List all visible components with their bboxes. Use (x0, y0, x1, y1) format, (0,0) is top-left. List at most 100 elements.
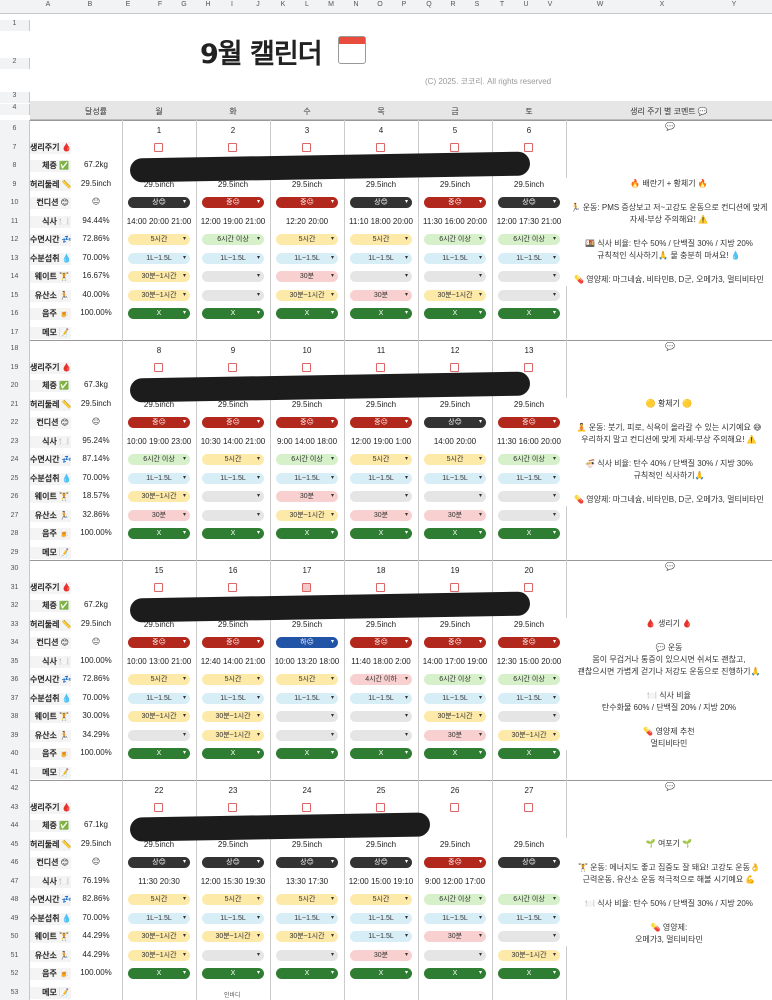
sleep-dropdown[interactable]: 5시간 (202, 894, 264, 905)
sleep-dropdown[interactable]: 5시간 (276, 674, 338, 685)
weight-training-dropdown[interactable] (202, 491, 264, 502)
weight-training-dropdown[interactable]: 30분 (276, 271, 338, 282)
period-checkbox[interactable] (450, 142, 459, 152)
cardio-dropdown[interactable]: 30분~1시간 (128, 949, 190, 961)
cardio-dropdown[interactable]: 30분~1시간 (276, 509, 338, 521)
alcohol-dropdown[interactable]: X (350, 748, 412, 759)
weight-training-dropdown[interactable]: 30분~1시간 (276, 931, 338, 942)
sleep-dropdown[interactable]: 6시간 이상 (498, 894, 560, 905)
cardio-dropdown[interactable] (350, 729, 412, 741)
period-checkbox[interactable] (524, 362, 533, 372)
alcohol-dropdown[interactable]: X (498, 748, 560, 759)
condition-dropdown[interactable]: 상😊 (498, 197, 560, 208)
cardio-dropdown[interactable]: 30분 (128, 509, 190, 521)
condition-dropdown[interactable]: 중😐 (424, 637, 486, 648)
water-dropdown[interactable]: 1L~1.5L (128, 692, 190, 704)
weight-training-dropdown[interactable] (202, 271, 264, 282)
alcohol-dropdown[interactable]: X (498, 968, 560, 979)
cardio-dropdown[interactable]: 30분~1시간 (498, 949, 560, 961)
condition-dropdown[interactable]: 중😐 (276, 417, 338, 428)
period-checkbox[interactable] (524, 802, 533, 812)
condition-dropdown[interactable]: 상😊 (128, 857, 190, 868)
sleep-dropdown[interactable]: 6시간 이상 (202, 234, 264, 245)
sleep-dropdown[interactable]: 5시간 (128, 674, 190, 685)
period-checkbox[interactable] (450, 582, 459, 592)
cardio-dropdown[interactable]: 30분~1시간 (424, 289, 486, 301)
sleep-dropdown[interactable]: 5시간 (276, 894, 338, 905)
water-dropdown[interactable]: 1L~1.5L (202, 912, 264, 924)
weight-training-dropdown[interactable]: 30분 (424, 931, 486, 942)
weight-training-dropdown[interactable] (350, 711, 412, 722)
water-dropdown[interactable]: 1L~1.5L (128, 912, 190, 924)
alcohol-dropdown[interactable]: X (128, 748, 190, 759)
water-dropdown[interactable]: 1L~1.5L (424, 692, 486, 704)
alcohol-dropdown[interactable]: X (498, 528, 560, 539)
sleep-dropdown[interactable]: 6시간 이상 (498, 674, 560, 685)
condition-dropdown[interactable]: 상😊 (498, 857, 560, 868)
period-checkbox[interactable] (228, 142, 237, 152)
alcohol-dropdown[interactable]: X (350, 528, 412, 539)
alcohol-dropdown[interactable]: X (424, 968, 486, 979)
period-checkbox[interactable] (524, 582, 533, 592)
alcohol-dropdown[interactable]: X (128, 308, 190, 319)
cardio-dropdown[interactable] (276, 949, 338, 961)
cardio-dropdown[interactable] (202, 949, 264, 961)
weight-training-dropdown[interactable]: 30분~1시간 (128, 271, 190, 282)
weight-training-dropdown[interactable]: 30분~1시간 (128, 931, 190, 942)
cardio-dropdown[interactable] (498, 289, 560, 301)
water-dropdown[interactable]: 1L~1.5L (498, 472, 560, 484)
weight-training-dropdown[interactable]: 30분~1시간 (128, 491, 190, 502)
condition-dropdown[interactable]: 상😊 (202, 857, 264, 868)
cardio-dropdown[interactable] (202, 289, 264, 301)
sleep-dropdown[interactable]: 6시간 이상 (128, 454, 190, 465)
period-checkbox[interactable] (302, 802, 311, 812)
alcohol-dropdown[interactable]: X (276, 968, 338, 979)
period-checkbox[interactable] (302, 362, 311, 372)
cardio-dropdown[interactable]: 30분 (424, 729, 486, 741)
water-dropdown[interactable]: 1L~1.5L (276, 912, 338, 924)
period-checkbox[interactable] (302, 142, 311, 152)
sleep-dropdown[interactable]: 4시간 이하 (350, 674, 412, 685)
sleep-dropdown[interactable]: 5시간 (350, 234, 412, 245)
water-dropdown[interactable]: 1L~1.5L (276, 472, 338, 484)
weight-training-dropdown[interactable] (498, 711, 560, 722)
water-dropdown[interactable]: 1L~1.5L (202, 472, 264, 484)
sleep-dropdown[interactable]: 5시간 (202, 674, 264, 685)
sleep-dropdown[interactable]: 5시간 (424, 454, 486, 465)
water-dropdown[interactable]: 1L~1.5L (202, 692, 264, 704)
weight-training-dropdown[interactable] (350, 491, 412, 502)
cardio-dropdown[interactable]: 30분~1시간 (202, 729, 264, 741)
sleep-dropdown[interactable]: 6시간 이상 (498, 454, 560, 465)
condition-dropdown[interactable]: 중😐 (202, 197, 264, 208)
cardio-dropdown[interactable] (202, 509, 264, 521)
condition-dropdown[interactable]: 상😊 (128, 197, 190, 208)
condition-dropdown[interactable]: 상😊 (350, 197, 412, 208)
water-dropdown[interactable]: 1L~1.5L (350, 692, 412, 704)
water-dropdown[interactable]: 1L~1.5L (424, 252, 486, 264)
water-dropdown[interactable]: 1L~1.5L (350, 472, 412, 484)
period-checkbox[interactable] (154, 142, 163, 152)
condition-dropdown[interactable]: 중😐 (350, 637, 412, 648)
weight-training-dropdown[interactable]: 30분~1시간 (202, 931, 264, 942)
alcohol-dropdown[interactable]: X (424, 528, 486, 539)
weight-training-dropdown[interactable]: 30분~1시간 (128, 711, 190, 722)
alcohol-dropdown[interactable]: X (276, 308, 338, 319)
weight-training-dropdown[interactable]: 30분~1시간 (424, 711, 486, 722)
alcohol-dropdown[interactable]: X (202, 528, 264, 539)
water-dropdown[interactable]: 1L~1.5L (276, 692, 338, 704)
water-dropdown[interactable]: 1L~1.5L (350, 252, 412, 264)
sleep-dropdown[interactable]: 5시간 (350, 454, 412, 465)
alcohol-dropdown[interactable]: X (424, 748, 486, 759)
sleep-dropdown[interactable]: 5시간 (350, 894, 412, 905)
alcohol-dropdown[interactable]: X (350, 968, 412, 979)
cardio-dropdown[interactable] (424, 949, 486, 961)
period-checkbox[interactable] (302, 582, 311, 592)
alcohol-dropdown[interactable]: X (128, 968, 190, 979)
period-checkbox[interactable] (376, 362, 385, 372)
sleep-dropdown[interactable]: 6시간 이상 (424, 234, 486, 245)
alcohol-dropdown[interactable]: X (276, 528, 338, 539)
condition-dropdown[interactable]: 상😊 (276, 857, 338, 868)
period-checkbox[interactable] (450, 362, 459, 372)
condition-dropdown[interactable]: 중😐 (498, 417, 560, 428)
condition-dropdown[interactable]: 중😐 (202, 637, 264, 648)
